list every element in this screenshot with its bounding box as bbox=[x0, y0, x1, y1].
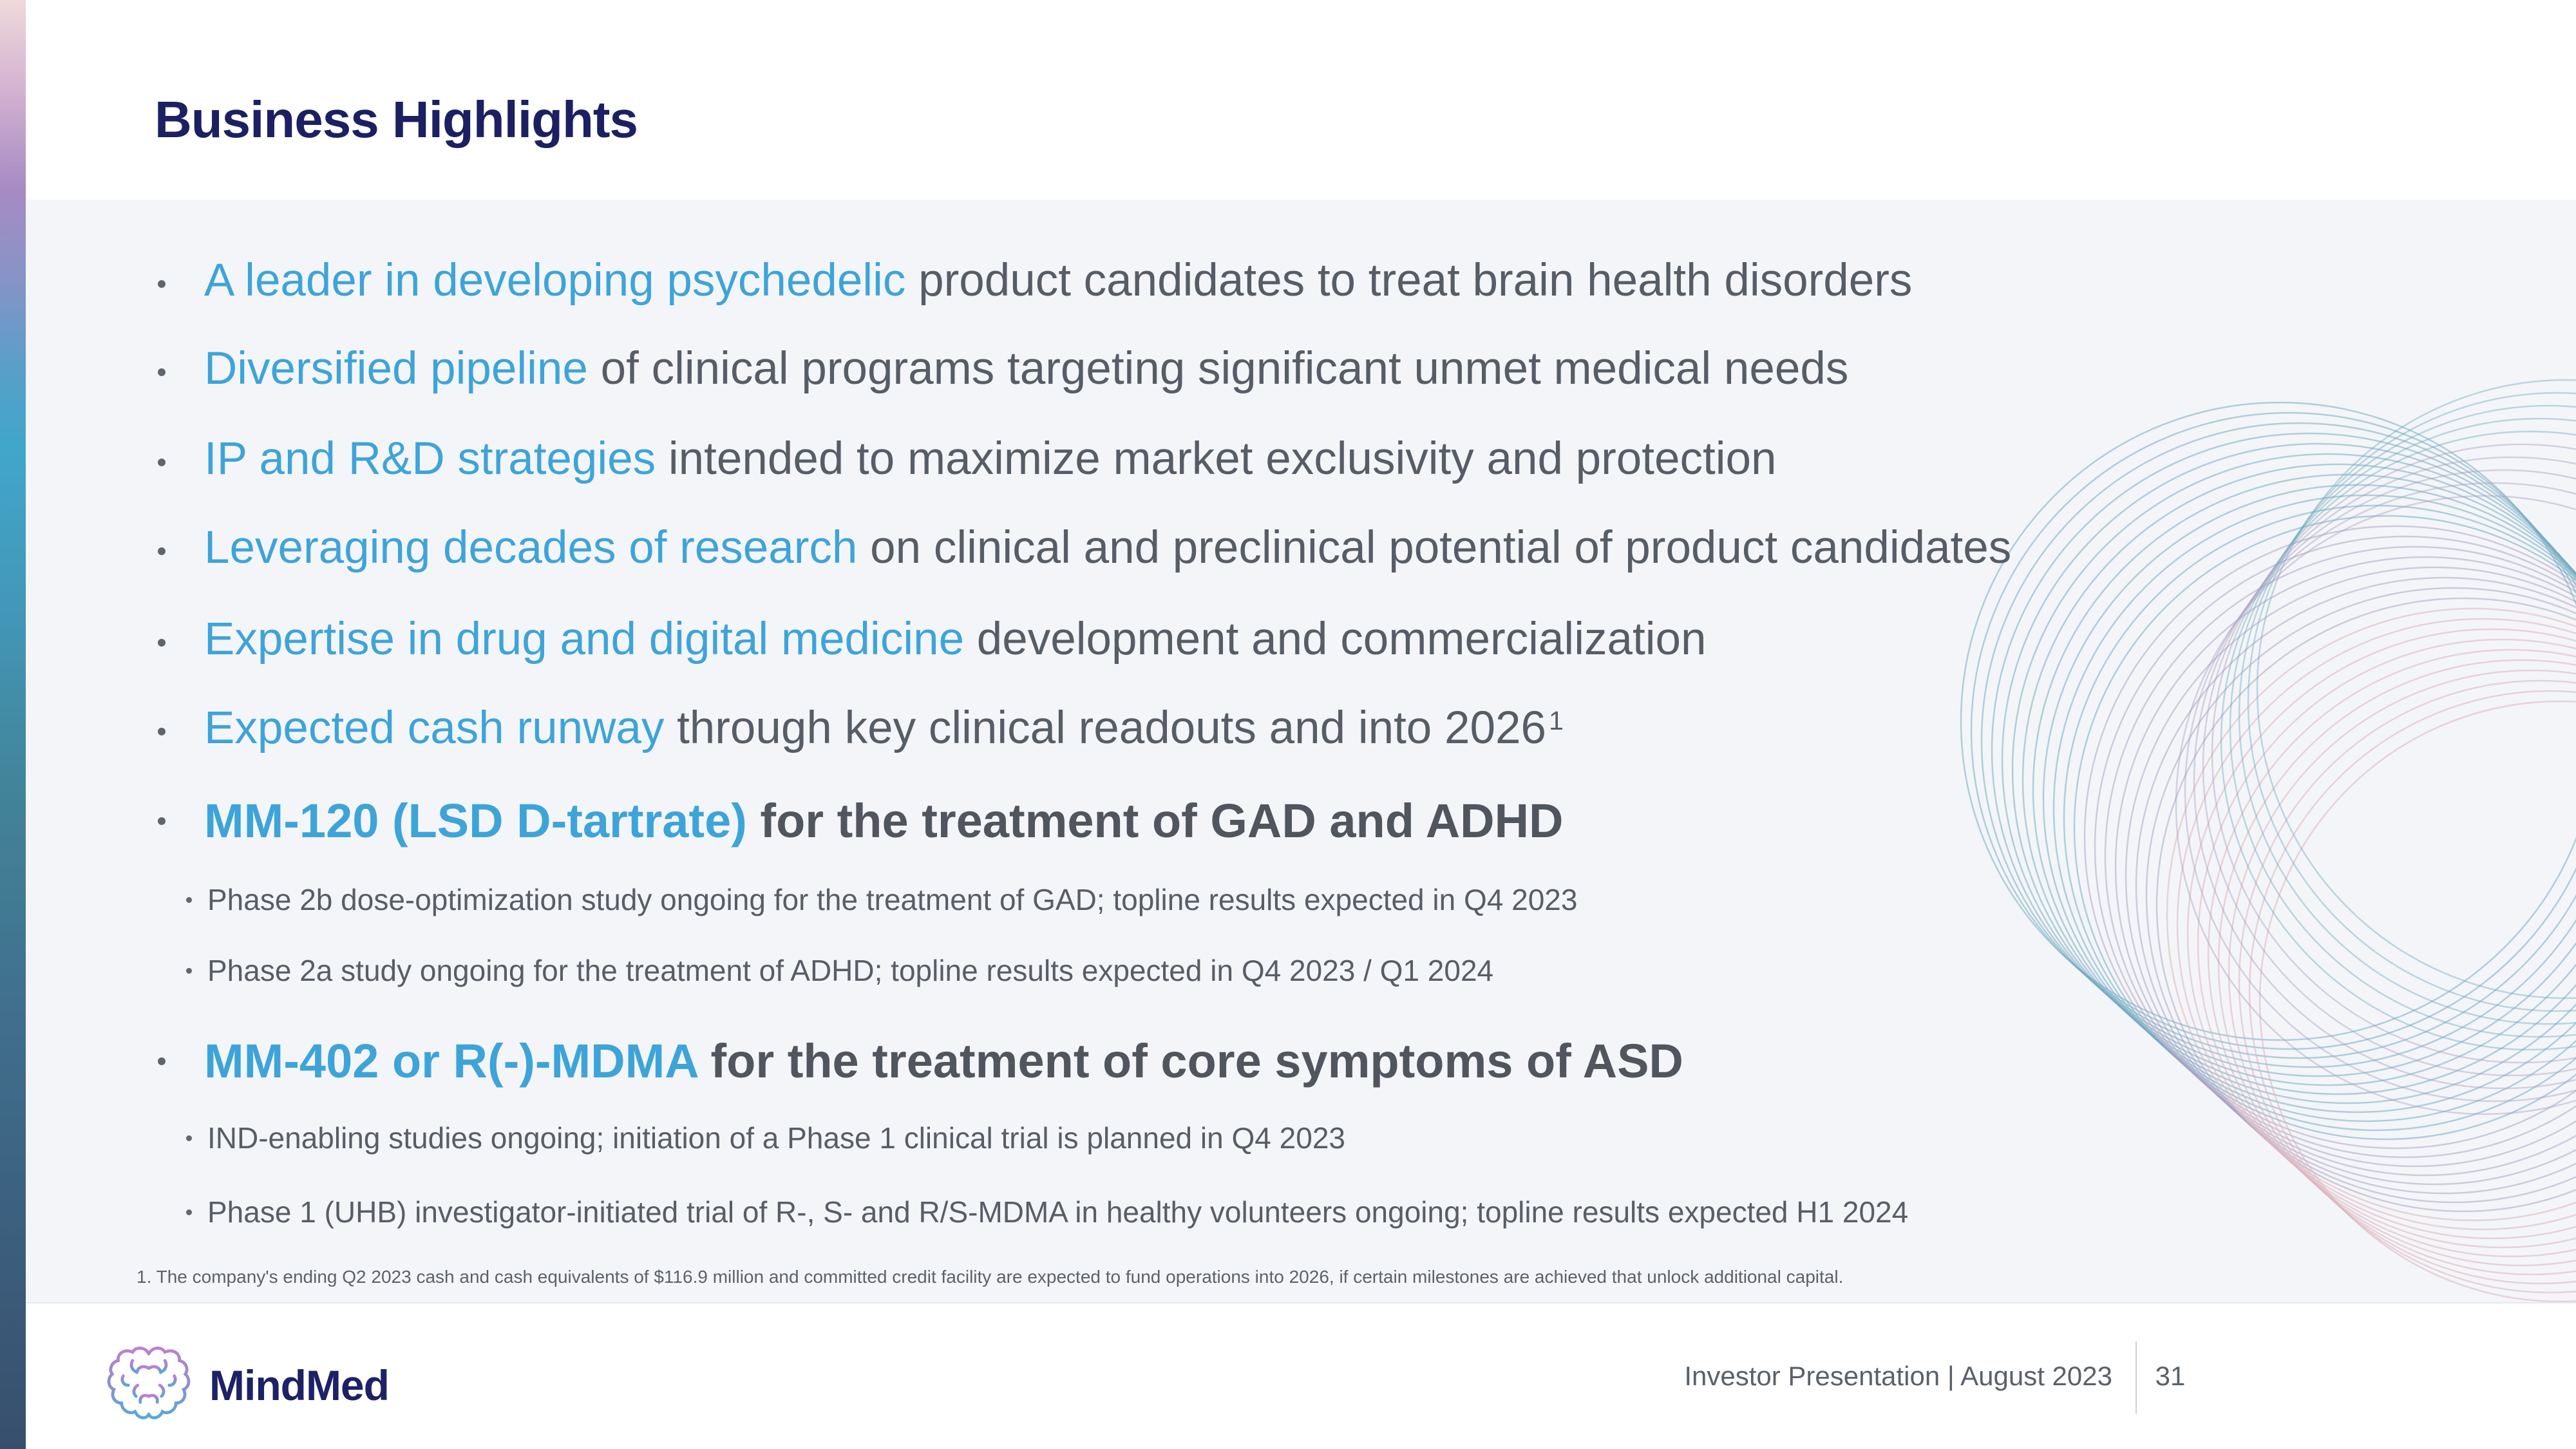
brand-logo: MindMed bbox=[106, 1343, 390, 1428]
bullet-rest: product candidates to treat brain health… bbox=[905, 255, 1913, 306]
program-header-mm120: MM-120 (LSD D-tartrate) for the treatmen… bbox=[158, 797, 1564, 845]
gradient-accent-bar bbox=[0, 0, 26, 1449]
bullet-lead: A leader in developing psychedelic bbox=[204, 255, 906, 306]
sub-bullet-text: IND-enabling studies ongoing; initiation… bbox=[207, 1121, 1345, 1155]
bullet-marker bbox=[158, 547, 166, 555]
bullet-marker bbox=[158, 458, 166, 466]
bullet-rest: of clinical programs targeting significa… bbox=[587, 343, 1849, 394]
bullet-marker bbox=[158, 638, 166, 647]
footer-caption: Investor Presentation | August 2023 bbox=[1684, 1361, 2112, 1391]
bullet-lead: Diversified pipeline bbox=[204, 343, 588, 394]
program-header-mm402: MM-402 or R(-)-MDMA for the treatment of… bbox=[158, 1037, 1683, 1085]
bullet-text: A leader in developing psychedelic produ… bbox=[204, 258, 1915, 310]
footer-vertical-divider bbox=[2136, 1341, 2137, 1414]
bullet-marker bbox=[158, 727, 166, 735]
sub-bullet-marker bbox=[186, 896, 192, 903]
sub-bullet-item: Phase 2b dose-optimization study ongoing… bbox=[186, 885, 1577, 914]
sub-bullet-marker bbox=[186, 1135, 192, 1141]
decorative-circles-pattern bbox=[1960, 379, 2576, 1302]
sub-bullet-marker bbox=[186, 1209, 192, 1215]
bullet-rest: intended to maximize market exclusivity … bbox=[656, 433, 1777, 484]
content-panel bbox=[26, 200, 2576, 1302]
bullet-item: A leader in developing psychedelic produ… bbox=[158, 258, 1915, 310]
bullet-marker bbox=[158, 279, 166, 288]
program-text: MM-120 (LSD D-tartrate) for the treatmen… bbox=[204, 797, 1564, 845]
bullet-item: Leveraging decades of research on clinic… bbox=[158, 525, 2014, 577]
brain-icon bbox=[106, 1343, 191, 1428]
sub-bullet-item: Phase 1 (UHB) investigator-initiated tri… bbox=[186, 1197, 1908, 1227]
footnote-ref: 1 bbox=[1548, 706, 1564, 736]
bullet-lead: IP and R&D strategies bbox=[204, 433, 656, 484]
bullet-rest: on clinical and preclinical potential of… bbox=[857, 522, 2012, 573]
program-rest: for the treatment of core symptoms of AS… bbox=[697, 1034, 1683, 1088]
program-text: MM-402 or R(-)-MDMA for the treatment of… bbox=[204, 1037, 1683, 1085]
bullet-lead: Expertise in drug and digital medicine bbox=[204, 614, 965, 665]
footnote: 1. The company's ending Q2 2023 cash and… bbox=[137, 1267, 1844, 1287]
program-lead: MM-402 or R(-)-MDMA bbox=[204, 1034, 697, 1088]
bullet-text: Expertise in drug and digital medicine d… bbox=[204, 616, 1709, 668]
bullet-text: IP and R&D strategies intended to maximi… bbox=[204, 436, 1779, 488]
footer-divider bbox=[26, 1302, 2576, 1303]
page-title: Business Highlights bbox=[155, 91, 638, 148]
program-rest: for the treatment of GAD and ADHD bbox=[746, 794, 1564, 848]
bullet-rest: development and commercialization bbox=[964, 614, 1707, 665]
bullet-marker bbox=[158, 817, 166, 825]
bullet-text: Leveraging decades of research on clinic… bbox=[204, 525, 2014, 577]
bullet-text: Expected cash runway through key clinica… bbox=[204, 705, 1564, 757]
program-lead: MM-120 (LSD D-tartrate) bbox=[204, 794, 747, 848]
bullet-rest: through key clinical readouts and into 2… bbox=[664, 703, 1546, 753]
sub-bullet-text: Phase 1 (UHB) investigator-initiated tri… bbox=[207, 1195, 1909, 1229]
page-number: 31 bbox=[2155, 1361, 2186, 1391]
bullet-item: Expertise in drug and digital medicine d… bbox=[158, 616, 1709, 668]
bullet-item: Diversified pipeline of clinical program… bbox=[158, 346, 1851, 398]
sub-bullet-item: IND-enabling studies ongoing; initiation… bbox=[186, 1123, 1345, 1153]
brand-name: MindMed bbox=[209, 1361, 390, 1409]
sub-bullet-item: Phase 2a study ongoing for the treatment… bbox=[186, 956, 1493, 985]
bullet-marker bbox=[158, 368, 166, 376]
sub-bullet-text: Phase 2a study ongoing for the treatment… bbox=[207, 954, 1494, 987]
bullet-lead: Expected cash runway bbox=[204, 703, 665, 753]
sub-bullet-text: Phase 2b dose-optimization study ongoing… bbox=[207, 883, 1578, 916]
bullet-marker bbox=[158, 1057, 166, 1065]
bullet-item: IP and R&D strategies intended to maximi… bbox=[158, 436, 1779, 488]
bullet-lead: Leveraging decades of research bbox=[204, 522, 858, 573]
sub-bullet-marker bbox=[186, 967, 192, 974]
bullet-item: Expected cash runway through key clinica… bbox=[158, 705, 1564, 757]
bullet-text: Diversified pipeline of clinical program… bbox=[204, 346, 1851, 398]
